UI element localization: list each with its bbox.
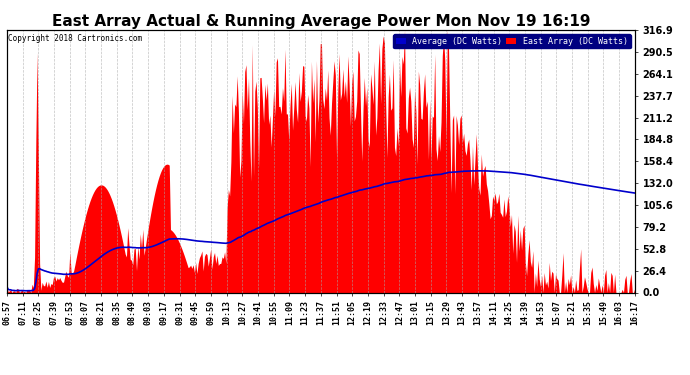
Title: East Array Actual & Running Average Power Mon Nov 19 16:19: East Array Actual & Running Average Powe… bbox=[52, 14, 590, 29]
Legend: Average (DC Watts), East Array (DC Watts): Average (DC Watts), East Array (DC Watts… bbox=[393, 34, 631, 48]
Text: Copyright 2018 Cartronics.com: Copyright 2018 Cartronics.com bbox=[8, 34, 142, 43]
